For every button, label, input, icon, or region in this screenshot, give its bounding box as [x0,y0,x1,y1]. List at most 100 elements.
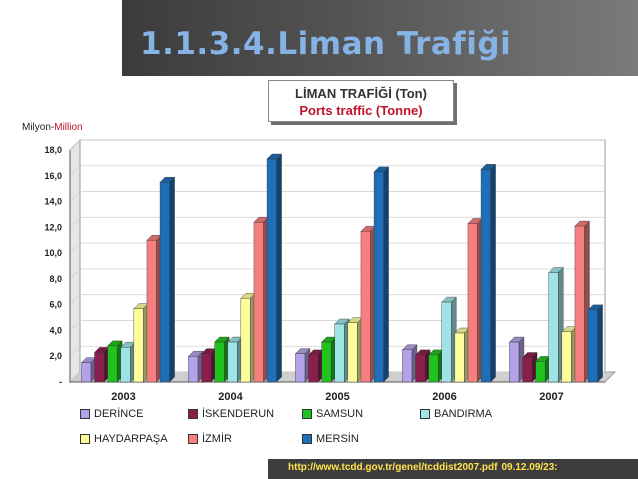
y-tick-label: 12,0 [44,222,62,232]
bar-i̇skenderun-2004 [201,348,217,383]
bar-deri̇nce-2007 [508,336,525,383]
bar-face [120,346,131,383]
y-tick-label: - [59,377,62,387]
bar-face [214,341,225,383]
header-title-bar [122,0,638,76]
footer-bar [268,459,638,479]
bar-haydarpaşa-2007 [561,326,577,383]
bar-face [522,357,533,383]
side-wall [69,138,81,384]
legend-item: MERSİN [302,433,359,445]
bar-face [347,322,358,383]
bar-deri̇nce-2003 [80,357,97,383]
y-tick-label: 8,0 [49,274,62,284]
x-tick-label: 2004 [218,391,243,400]
legend-swatch [420,409,430,419]
bar-chart: - 2,0 4,0 6,0 8,0 10,0 12,0 14,0 16,0 18,0 2003 200… [44,138,617,400]
y-axis-unit-label: Milyon-Million [22,122,83,133]
bar-deri̇nce-2006 [401,344,418,383]
bar-deri̇nce-2005 [294,348,311,383]
x-tick-label: 2005 [325,391,349,400]
bar-face [490,163,496,383]
y-tick-label: 14,0 [44,197,62,207]
gridline [69,191,605,202]
bar-face [146,240,157,383]
bar-samsun-2007 [535,355,551,383]
bar-i̇zmi̇r-2005 [360,225,376,383]
bar-mersi̇n-2007 [587,304,604,383]
bar-haydarpaşa-2006 [454,327,470,383]
bar-face [94,352,105,383]
gridline [69,345,605,357]
bar-face [597,304,603,383]
bar-face [561,331,572,383]
bar-face [81,362,92,383]
bar-i̇zmi̇r-2003 [146,234,162,383]
bar-bandirma-2007 [548,266,564,383]
chart-title: LİMAN TRAFİĞİ (Ton) [295,86,427,101]
gridline [69,268,605,280]
y-tick-label: 2,0 [49,351,62,361]
bar-i̇zmi̇r-2004 [253,216,269,383]
bar-haydarpaşa-2004 [240,292,256,383]
bar-i̇skenderun-2006 [415,349,431,383]
x-tick-label: 2007 [539,391,563,400]
gridline [69,165,605,177]
bar-face [548,272,559,383]
bar-i̇zmi̇r-2006 [467,217,483,383]
x-tick-label: 2003 [111,391,135,400]
bar-face [454,332,465,383]
bar-face [467,223,478,383]
legend-item: HAYDARPAŞA [80,433,168,445]
x-tick-label: 2006 [432,391,456,400]
bar-face [201,353,212,383]
bar-samsun-2003 [107,340,123,383]
legend-swatch [302,409,312,419]
legend-swatch [302,434,312,444]
y-axis-unit-tr: Milyon- [22,122,55,133]
bar-face [295,353,306,383]
legend-item: SAMSUN [302,408,363,420]
bar-mersi̇n-2003 [159,176,176,383]
bar-face [159,182,170,383]
bar-i̇skenderun-2005 [308,349,324,383]
bar-mersi̇n-2006 [480,163,497,383]
y-axis-unit-en: Million [54,122,83,133]
gridline [69,320,605,331]
y-tick-label: 10,0 [44,248,62,258]
gridline [69,294,605,305]
footer-url[interactable]: http://www.tcdd.gov.tr/genel/tcddist2007… [288,462,498,473]
bar-face [266,158,277,383]
bar-face [428,354,439,383]
bar-face [276,153,282,383]
bar-deri̇nce-2004 [187,350,204,383]
bar-bandirma-2004 [227,336,243,383]
legend-swatch [80,409,90,419]
legend-label: BANDIRMA [434,408,493,420]
bar-face [587,309,598,383]
legend-swatch [188,409,198,419]
bar-mersi̇n-2004 [266,153,283,383]
legend-label: MERSİN [316,433,359,445]
bar-bandirma-2006 [441,296,457,383]
y-tick-label: 4,0 [49,325,62,335]
legend-label: SAMSUN [316,408,364,420]
legend-label: İZMİR [202,433,232,445]
legend-swatch [188,434,198,444]
footer-source: http://www.tcdd.gov.tr/genel/tcddist2007… [288,462,558,473]
footer-date: 09.12.09/23: [501,462,558,473]
bar-haydarpaşa-2005 [347,317,363,383]
y-tick-label: 16,0 [44,171,62,181]
bar-face [509,341,520,383]
bar-face [227,341,238,383]
chart-title-box: LİMAN TRAFİĞİ (Ton) Ports traffic (Tonne… [268,80,454,122]
y-tick-label: 18,0 [44,145,62,155]
bar-face [188,356,199,383]
chart-legend: DERİNCE İSKENDERUN SAMSUN BANDIRMA HAYDARPAŞ… [80,408,580,454]
gridline [69,216,605,228]
gridline [69,139,605,151]
bar-face [383,166,389,383]
bar-face [360,230,371,383]
legend-item: BANDIRMA [420,408,492,420]
y-tick-label: 6,0 [49,300,62,310]
